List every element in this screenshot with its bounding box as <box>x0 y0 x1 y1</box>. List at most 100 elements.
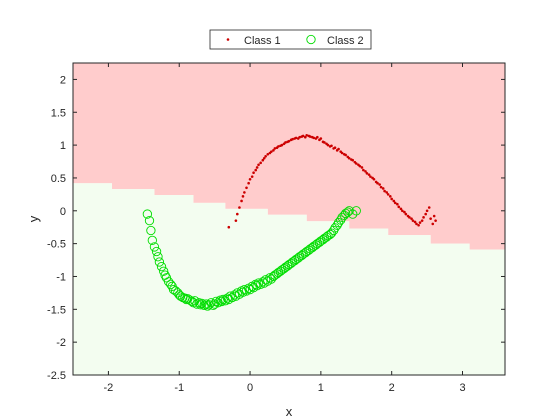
class1-point <box>386 193 390 196</box>
class1-point <box>420 219 424 222</box>
class1-point <box>234 219 238 222</box>
class2-point <box>142 209 153 219</box>
class2-point <box>328 225 339 236</box>
class2-point <box>153 252 163 262</box>
class1-point <box>388 195 392 198</box>
class1-point <box>385 191 389 194</box>
class1-point <box>236 212 239 216</box>
class1-point <box>248 177 252 181</box>
class1-point <box>284 141 287 144</box>
class1-point <box>238 206 241 209</box>
y-tick-label: 1.5 <box>51 107 66 119</box>
y-tick-label: 1 <box>60 140 66 152</box>
class1-point <box>418 221 422 224</box>
class1-point <box>403 210 406 214</box>
class1-point <box>376 181 379 185</box>
class2-point <box>333 217 344 228</box>
y-tick-label: -1 <box>56 271 66 283</box>
class1-point <box>427 206 431 209</box>
class2-point <box>146 225 156 236</box>
class1-point <box>337 147 340 151</box>
x-tick-label: -2 <box>104 382 114 394</box>
y-tick-label: -2.5 <box>47 370 66 382</box>
class1-point <box>347 156 351 160</box>
class2-point <box>192 299 202 309</box>
class1-region <box>73 63 505 250</box>
class1-point <box>367 173 371 176</box>
class2-point <box>158 266 169 276</box>
class1-point <box>410 217 413 220</box>
y-axis-label: y <box>26 215 41 222</box>
class1-point <box>360 166 364 169</box>
class1-point <box>393 201 397 205</box>
class1-point <box>261 158 265 162</box>
class1-point <box>266 153 270 156</box>
class1-point <box>344 153 347 157</box>
class2-point <box>175 291 186 301</box>
y-tick-label: -2 <box>56 337 66 349</box>
class2-point <box>260 275 271 285</box>
class1-point <box>383 189 386 193</box>
class2-point <box>202 301 213 311</box>
class1-point <box>255 166 259 169</box>
y-tick-label: 0 <box>60 206 66 218</box>
class1-point <box>415 222 418 226</box>
class2-point <box>344 206 354 216</box>
class1-point <box>425 209 429 213</box>
class2-point <box>197 298 207 309</box>
class1-point <box>312 136 316 140</box>
x-axis-ticks: -2 -1 0 1 2 3 <box>104 63 466 394</box>
class1-point <box>422 216 425 219</box>
y-tick-label: 2 <box>60 74 66 86</box>
class1-point <box>272 149 275 152</box>
class1-point <box>333 146 337 150</box>
class1-point <box>429 217 432 220</box>
x-axis-label: x <box>286 404 293 419</box>
class1-point <box>354 162 358 165</box>
class1-point <box>298 135 301 139</box>
class2-points <box>142 206 361 311</box>
class1-point <box>362 168 365 172</box>
class2-point <box>330 223 340 233</box>
class1-point <box>364 170 367 173</box>
legend-label: Class 2 <box>327 35 364 47</box>
class2-region <box>73 183 505 375</box>
class1-point <box>245 186 248 190</box>
class1-point <box>351 158 355 162</box>
x-tick-label: 0 <box>247 382 253 394</box>
class1-point <box>277 145 280 148</box>
class2-point <box>211 296 221 307</box>
class1-point <box>243 191 246 194</box>
class2-point <box>199 300 209 311</box>
class1-point <box>308 135 312 138</box>
class1-point <box>227 225 231 229</box>
class1-point <box>270 150 273 153</box>
x-tick-label: -1 <box>174 382 184 394</box>
class2-point <box>173 288 183 298</box>
class1-point <box>340 151 344 155</box>
class1-point <box>319 137 323 140</box>
class1-point <box>294 136 298 140</box>
y-tick-label: 0.5 <box>51 173 66 185</box>
class1-point <box>264 154 267 158</box>
x-tick-label: 2 <box>389 382 395 394</box>
class1-point <box>399 207 403 211</box>
class1-point <box>247 181 250 185</box>
class1-point <box>404 212 408 216</box>
class1-point <box>432 214 436 218</box>
class1-point <box>431 222 435 226</box>
class1-point <box>323 141 326 144</box>
class1-point <box>424 212 427 216</box>
class1-point <box>254 168 258 172</box>
class2-point <box>149 242 160 252</box>
class1-point <box>358 164 362 168</box>
class1-point <box>291 137 294 141</box>
legend-label: Class 1 <box>244 35 281 47</box>
class1-point <box>280 143 284 147</box>
class1-point <box>240 199 243 203</box>
legend-marker-class2 <box>306 34 316 45</box>
class2-point <box>348 209 358 219</box>
class2-point <box>156 261 167 272</box>
class1-point <box>257 163 260 167</box>
class1-point <box>252 171 255 174</box>
